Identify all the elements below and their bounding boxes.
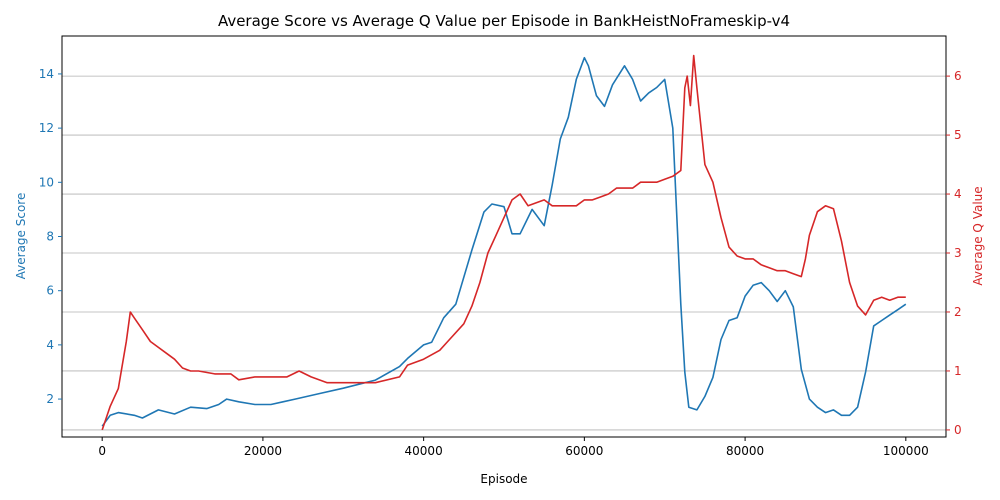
x-tick-label: 80000 — [726, 444, 764, 458]
y-left-tick-label: 2 — [46, 392, 54, 406]
y-left-tick-label: 12 — [39, 121, 54, 135]
y-axis-right: 0 1 2 3 4 5 6 — [946, 69, 962, 437]
x-axis-label: Episode — [480, 472, 527, 486]
chart-title: Average Score vs Average Q Value per Epi… — [218, 12, 790, 30]
y-right-tick-label: 5 — [954, 128, 962, 142]
grid-lines — [62, 75, 946, 431]
y-right-tick-label: 4 — [954, 187, 962, 201]
y-axis-left-label: Average Score — [14, 193, 28, 280]
y-left-tick-label: 6 — [46, 284, 54, 298]
y-right-tick-label: 0 — [954, 423, 962, 437]
y-left-tick-label: 10 — [39, 175, 54, 189]
y-right-tick-label: 2 — [954, 305, 962, 319]
x-axis: 0 20000 40000 60000 80000 100000 — [98, 437, 929, 458]
y-axis-left: 2 4 6 8 10 12 14 — [39, 67, 62, 406]
average-q-value-line — [101, 54, 906, 431]
x-tick-label: 20000 — [244, 444, 282, 458]
y-right-tick-label: 1 — [954, 364, 962, 378]
y-left-tick-label: 14 — [39, 67, 54, 81]
y-right-tick-label: 6 — [954, 69, 962, 83]
y-left-tick-label: 4 — [46, 338, 54, 352]
y-right-tick-label: 3 — [954, 246, 962, 260]
x-tick-label: 100000 — [883, 444, 929, 458]
y-axis-right-label: Average Q Value — [971, 186, 985, 285]
x-tick-label: 60000 — [565, 444, 603, 458]
y-left-tick-label: 8 — [46, 230, 54, 244]
average-score-line — [101, 56, 907, 427]
x-tick-label: 40000 — [405, 444, 443, 458]
x-tick-label: 0 — [98, 444, 106, 458]
series-layer — [101, 54, 907, 431]
